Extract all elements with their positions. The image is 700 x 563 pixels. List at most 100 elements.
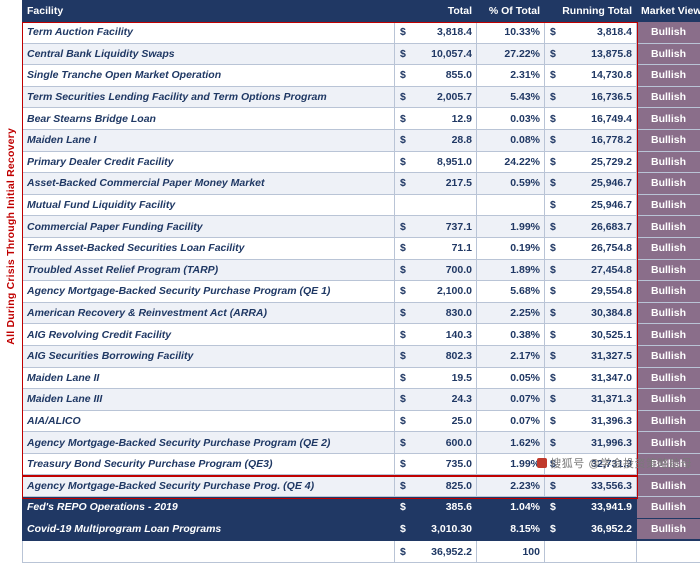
currency-symbol: $ (400, 48, 406, 60)
cell-market-view: Bullish (637, 432, 700, 454)
cell-market-view: Bullish (637, 108, 700, 130)
cell-running-total: $26,683.7 (545, 216, 637, 238)
cell-facility: Single Tranche Open Market Operation (23, 65, 395, 87)
table-row[interactable]: Asset-Backed Commercial Paper Money Mark… (23, 173, 700, 195)
cell-facility: Agency Mortgage-Backed Security Purchase… (23, 432, 395, 454)
table-row[interactable]: Single Tranche Open Market Operation$855… (23, 65, 700, 87)
cell-pct-of-total: 27.22% (477, 43, 545, 65)
cell-total: $12.9 (395, 108, 477, 130)
cell-pct-of-total: 1.99% (477, 216, 545, 238)
cell-market-view: Bullish (637, 22, 700, 44)
cell-running-total: $27,454.8 (545, 259, 637, 281)
table-row[interactable]: Term Securities Lending Facility and Ter… (23, 86, 700, 108)
cell-total: $19.5 (395, 367, 477, 389)
table-row[interactable]: Covid-19 Multiprogram Loan Programs$3,01… (23, 518, 700, 540)
crisis-period-label-text: All During Crisis Through Initial Recove… (5, 128, 17, 345)
cell-pct-of-total: 0.07% (477, 410, 545, 432)
cell-pct-of-total: 2.25% (477, 302, 545, 324)
table-row[interactable]: Agency Mortgage-Backed Security Purchase… (23, 432, 700, 454)
cell-market-view: Bullish (637, 281, 700, 303)
currency-symbol: $ (550, 480, 556, 492)
currency-symbol: $ (400, 437, 406, 449)
cell-pct-of-total: 5.43% (477, 86, 545, 108)
column-header-running-total[interactable]: Running Total (545, 1, 637, 22)
cell-total: $830.0 (395, 302, 477, 324)
cell-facility: Troubled Asset Relief Program (TARP) (23, 259, 395, 281)
cell-facility: Maiden Lane III (23, 389, 395, 411)
currency-symbol: $ (400, 501, 406, 513)
currency-symbol: $ (550, 523, 556, 535)
cell-pct-of-total: 2.17% (477, 345, 545, 367)
cell-market-view: Bullish (637, 367, 700, 389)
cell-total: $2,005.7 (395, 86, 477, 108)
cell-facility: Commercial Paper Funding Facility (23, 216, 395, 238)
cell-facility: Asset-Backed Commercial Paper Money Mark… (23, 173, 395, 195)
cell-market-view: Bullish (637, 497, 700, 519)
cell-facility: Agency Mortgage-Backed Security Purchase… (23, 475, 395, 497)
cell-facility: Mutual Fund Liquidity Facility (23, 194, 395, 216)
cell-pct-of-total: 1.99% (477, 453, 545, 475)
cell-pct-of-total: 0.05% (477, 367, 545, 389)
cell-running-total: $31,396.3 (545, 410, 637, 432)
currency-symbol: $ (400, 285, 406, 297)
cell-running-total: $26,754.8 (545, 237, 637, 259)
table-row[interactable]: Term Asset-Backed Securities Loan Facili… (23, 237, 700, 259)
currency-symbol: $ (550, 372, 556, 384)
cell-facility: Term Auction Facility (23, 22, 395, 44)
cell-grand-running (545, 540, 637, 562)
cell-pct-of-total: 5.68% (477, 281, 545, 303)
column-header-pct-of-total[interactable]: % Of Total (477, 1, 545, 22)
cell-pct-of-total: 8.15% (477, 518, 545, 540)
cell-pct-of-total: 2.31% (477, 65, 545, 87)
currency-symbol: $ (550, 221, 556, 233)
cell-pct-of-total (477, 194, 545, 216)
currency-symbol: $ (550, 350, 556, 362)
cell-facility: Fed's REPO Operations - 2019 (23, 497, 395, 519)
table-row[interactable]: American Recovery & Reinvestment Act (AR… (23, 302, 700, 324)
table-row[interactable]: Agency Mortgage-Backed Security Purchase… (23, 281, 700, 303)
cell-market-view: Bullish (637, 345, 700, 367)
cell-facility: American Recovery & Reinvestment Act (AR… (23, 302, 395, 324)
currency-symbol: $ (400, 480, 406, 492)
cell-running-total: $13,875.8 (545, 43, 637, 65)
column-header-facility[interactable]: Facility (23, 1, 395, 22)
cell-pct-of-total: 0.19% (477, 237, 545, 259)
cell-total: $600.0 (395, 432, 477, 454)
currency-symbol: $ (550, 285, 556, 297)
column-header-total[interactable]: Total (395, 1, 477, 22)
currency-symbol: $ (400, 156, 406, 168)
cell-running-total: $16,736.5 (545, 86, 637, 108)
cell-facility: Bear Stearns Bridge Loan (23, 108, 395, 130)
currency-symbol: $ (550, 329, 556, 341)
screenshot-root: All During Crisis Through Initial Recove… (0, 0, 700, 473)
cell-market-view: Bullish (637, 43, 700, 65)
table-row[interactable]: Agency Mortgage-Backed Security Purchase… (23, 475, 700, 497)
cell-market-view: Bullish (637, 194, 700, 216)
header-row: Facility Total % Of Total Running Total … (23, 1, 700, 22)
cell-pct-of-total: 0.08% (477, 129, 545, 151)
cell-running-total: $16,778.2 (545, 129, 637, 151)
currency-symbol: $ (550, 264, 556, 276)
currency-symbol: $ (550, 437, 556, 449)
currency-symbol: $ (400, 372, 406, 384)
table-row[interactable]: Troubled Asset Relief Program (TARP)$700… (23, 259, 700, 281)
currency-symbol: $ (550, 156, 556, 168)
cell-pct-of-total: 0.07% (477, 389, 545, 411)
column-header-market-view[interactable]: Market View (637, 1, 700, 22)
cell-total-label (23, 540, 395, 562)
cell-pct-of-total: 24.22% (477, 151, 545, 173)
